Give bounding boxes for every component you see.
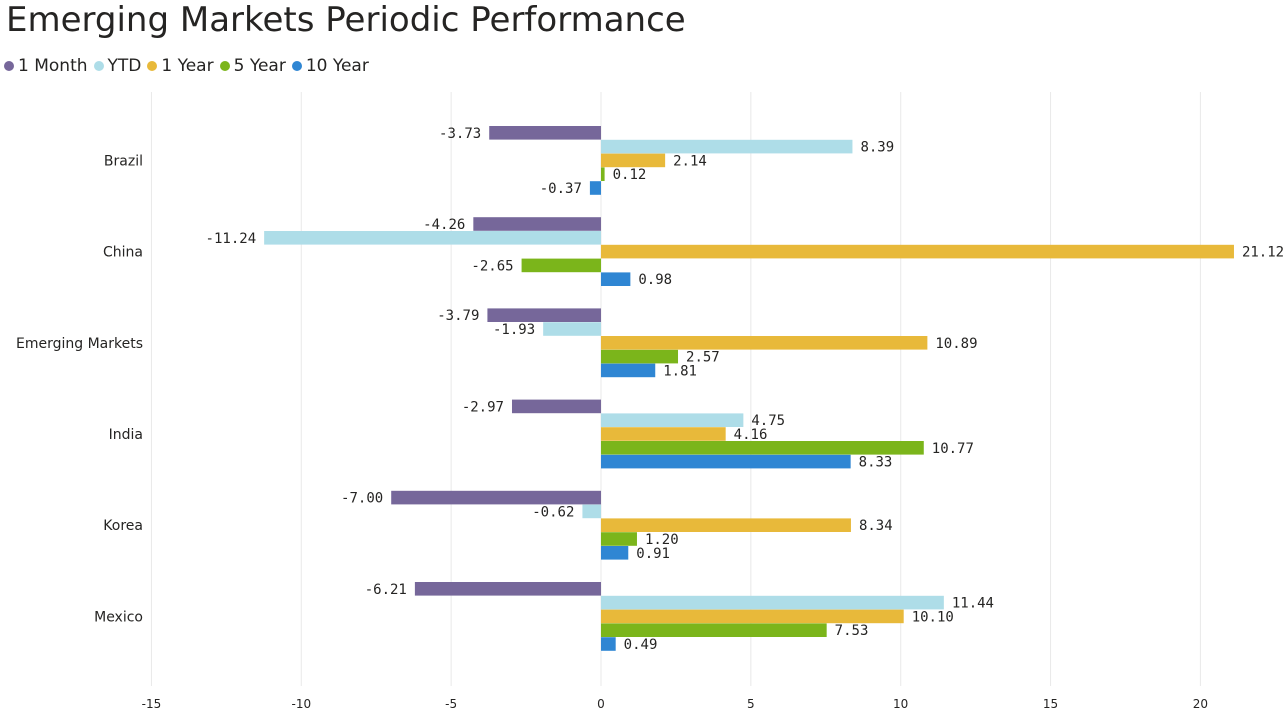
data-label-emerging-markets-10-year: 1.81 <box>663 363 697 379</box>
chart-title: Emerging Markets Periodic Performance <box>6 0 686 40</box>
bar-korea-5-year[interactable] <box>601 532 637 546</box>
data-labels: -3.73 8.39 2.14 0.12 -0.37 -4.26 -11.24 21.12 -2… <box>206 126 1284 653</box>
data-label-mexico-ytd: 11.44 <box>952 596 994 612</box>
data-label-mexico-5-year: 7.53 <box>835 623 869 639</box>
data-label-india-5-year: 10.77 <box>932 441 974 457</box>
axis-labels: -15 -10 -5 0 5 10 15 20 Brazil China Emerging Mark… <box>16 153 1208 711</box>
bar-korea-ytd[interactable] <box>582 504 601 519</box>
legend-label: 1 Year <box>161 56 214 76</box>
bar-china-1-month[interactable] <box>473 217 601 231</box>
data-label-brazil-ytd: 8.39 <box>860 140 894 156</box>
category-label-china: China <box>103 245 143 261</box>
bar-china-1-year[interactable] <box>601 244 1234 259</box>
legend-item-ytd[interactable]: YTD <box>93 56 142 76</box>
data-label-korea-5-year: 1.20 <box>645 532 679 548</box>
legend-item-1-year[interactable]: 1 Year <box>147 56 214 76</box>
legend-label: 10 Year <box>305 56 369 76</box>
bar-brazil-1-year[interactable] <box>601 153 666 168</box>
legend-marker <box>219 61 230 71</box>
data-label-india-10-year: 8.33 <box>859 455 893 471</box>
data-label-india-1-month: -2.97 <box>462 399 504 415</box>
legend-marker <box>291 61 302 71</box>
bar-emerging-markets-5-year[interactable] <box>601 349 679 364</box>
bar-emerging-markets-1-month[interactable] <box>487 308 601 322</box>
data-label-mexico-1-year: 10.10 <box>912 609 954 625</box>
data-label-china-ytd: -11.24 <box>206 231 257 247</box>
bar-mexico-1-month[interactable] <box>414 582 601 596</box>
bar-mexico-5-year[interactable] <box>601 623 827 637</box>
x-tick-label: -15 <box>142 697 162 711</box>
bar-brazil-5-year[interactable] <box>601 167 605 181</box>
bar-emerging-markets-1-year[interactable] <box>601 336 928 350</box>
bar-mexico-1-year[interactable] <box>601 609 904 624</box>
data-label-emerging-markets-5-year: 2.57 <box>686 350 720 366</box>
bar-china-10-year[interactable] <box>601 272 631 286</box>
bar-mexico-10-year[interactable] <box>601 637 616 651</box>
bars <box>264 126 1234 651</box>
chart-legend: 1 Month YTD 1 Year 5 Year 10 Year <box>4 54 375 78</box>
data-label-brazil-5-year: 0.12 <box>613 167 647 183</box>
legend-label: 5 Year <box>233 56 286 76</box>
legend-marker <box>93 61 104 71</box>
category-label-emerging-markets: Emerging Markets <box>16 336 143 352</box>
bar-china-ytd[interactable] <box>264 231 601 245</box>
x-tick-label: 15 <box>1043 697 1058 711</box>
bar-brazil-1-month[interactable] <box>489 126 601 140</box>
bar-india-1-month[interactable] <box>511 399 601 414</box>
data-label-china-5-year: -2.65 <box>471 258 513 274</box>
x-tick-label: -10 <box>291 697 311 711</box>
data-label-india-ytd: 4.75 <box>751 413 785 429</box>
category-label-mexico: Mexico <box>94 609 143 625</box>
bar-korea-1-month[interactable] <box>391 490 601 505</box>
bar-emerging-markets-ytd[interactable] <box>543 322 601 336</box>
bar-india-ytd[interactable] <box>601 413 744 427</box>
legend-item-1-month[interactable]: 1 Month <box>4 56 88 76</box>
x-tick-label: 20 <box>1193 697 1208 711</box>
bar-brazil-ytd[interactable] <box>601 139 853 154</box>
legend-item-10-year[interactable]: 10 Year <box>291 56 369 76</box>
data-label-china-1-month: -4.26 <box>423 217 465 233</box>
data-label-brazil-1-year: 2.14 <box>673 153 707 169</box>
category-label-korea: Korea <box>103 518 143 534</box>
legend-item-5-year[interactable]: 5 Year <box>219 56 286 76</box>
data-label-china-10-year: 0.98 <box>638 272 672 288</box>
data-label-india-1-year: 4.16 <box>734 427 768 443</box>
data-label-emerging-markets-1-year: 10.89 <box>935 336 977 352</box>
data-label-korea-ytd: -0.62 <box>532 504 574 520</box>
legend-marker <box>147 61 158 71</box>
data-label-emerging-markets-ytd: -1.93 <box>493 322 535 338</box>
data-label-korea-10-year: 0.91 <box>636 546 670 562</box>
legend-marker <box>4 61 14 71</box>
bar-india-5-year[interactable] <box>601 441 924 455</box>
x-tick-label: 5 <box>747 697 755 711</box>
bar-korea-1-year[interactable] <box>601 518 851 532</box>
category-label-brazil: Brazil <box>104 153 143 169</box>
bar-emerging-markets-10-year[interactable] <box>601 363 656 378</box>
x-tick-label: 10 <box>893 697 908 711</box>
bar-india-1-year[interactable] <box>601 427 726 441</box>
data-label-korea-1-month: -7.00 <box>341 491 383 507</box>
x-tick-label: 0 <box>597 697 605 711</box>
data-label-china-1-year: 21.12 <box>1242 245 1284 261</box>
data-label-brazil-1-month: -3.73 <box>439 126 481 142</box>
bar-china-5-year[interactable] <box>521 258 601 273</box>
data-label-emerging-markets-1-month: -3.79 <box>437 308 479 324</box>
bar-india-10-year[interactable] <box>601 454 851 469</box>
bar-brazil-10-year[interactable] <box>589 181 601 195</box>
x-tick-label: -5 <box>445 697 457 711</box>
data-label-mexico-10-year: 0.49 <box>624 637 658 653</box>
legend-label: 1 Month <box>18 56 88 76</box>
data-label-brazil-10-year: -0.37 <box>540 181 582 197</box>
bar-korea-10-year[interactable] <box>601 546 629 560</box>
category-label-india: India <box>109 427 143 443</box>
data-label-mexico-1-month: -6.21 <box>365 582 407 598</box>
data-label-korea-1-year: 8.34 <box>859 518 893 534</box>
legend-label: YTD <box>107 56 142 76</box>
bar-mexico-ytd[interactable] <box>601 595 944 610</box>
